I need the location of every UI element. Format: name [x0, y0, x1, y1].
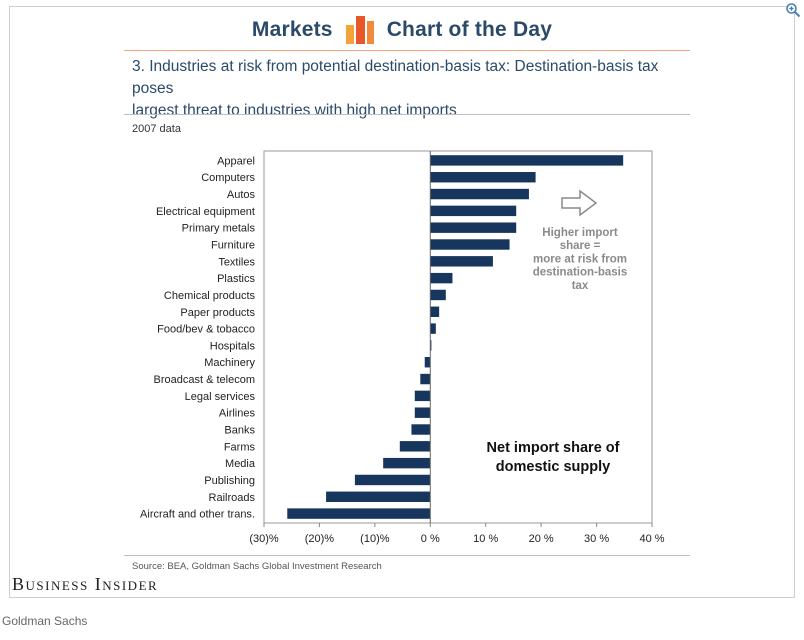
category-label-11: Hospitals [210, 340, 256, 352]
category-label-21: Aircraft and other trans. [140, 509, 255, 521]
x-tick-label-6: 30 % [584, 533, 609, 545]
plot-area [263, 150, 653, 524]
x-tick-label-5: 20 % [529, 533, 554, 545]
bar-chart: Apparel Computers Autos Electrical equipmen… [140, 150, 665, 545]
category-label-6: Textiles [218, 256, 255, 268]
bar-10 [430, 323, 436, 334]
bar-18 [383, 457, 431, 469]
bar-13 [420, 373, 431, 385]
x-tick-label-0: (30)% [249, 533, 279, 545]
right-arrow-icon [561, 189, 598, 217]
bar-19 [354, 474, 431, 486]
bar-21 [287, 508, 431, 519]
bar-1 [430, 172, 536, 183]
bar-chart-logo-icon [345, 16, 374, 44]
annotation-risk-line-0: Higher import [542, 227, 618, 239]
header-left-word: Markets [251, 18, 333, 41]
x-tick-label-4: 10 % [473, 533, 498, 545]
category-label-2: Autos [227, 189, 256, 201]
bar-16 [411, 424, 431, 435]
bar-4 [430, 222, 517, 233]
markets-header: Markets Chart of the Day [0, 14, 804, 46]
business-insider-logo: Business Insider [12, 574, 159, 594]
category-label-15: Airlines [219, 408, 256, 420]
category-label-12: Machinery [204, 357, 255, 369]
category-label-20: Railroads [209, 492, 256, 504]
category-label-14: Legal services [185, 391, 256, 403]
x-tick-label-3: 0 % [421, 533, 440, 545]
image-credit: Goldman Sachs [2, 614, 88, 628]
footer-divider [124, 555, 690, 556]
bar-20 [326, 491, 431, 502]
zoom-icon[interactable] [785, 2, 801, 18]
category-label-4: Primary metals [182, 223, 256, 235]
data-year-label: 2007 data [132, 123, 181, 135]
annotation-risk-line-1: share = [560, 240, 601, 252]
category-label-1: Computers [201, 172, 255, 184]
bar-0 [430, 155, 624, 166]
x-tick-label-7: 40 % [639, 533, 664, 545]
category-label-8: Chemical products [164, 290, 256, 302]
annotation-risk-line-4: tax [572, 280, 589, 292]
bar-15 [414, 407, 431, 418]
category-label-9: Paper products [180, 307, 255, 319]
bar-8 [430, 289, 446, 301]
bar-17 [399, 441, 431, 452]
category-label-19: Publishing [204, 475, 255, 487]
bar-14 [414, 390, 431, 402]
header-right-word: Chart of the Day [386, 18, 553, 41]
bar-5 [430, 239, 510, 250]
category-label-18: Media [225, 458, 256, 470]
bar-12 [424, 357, 431, 368]
bar-6 [430, 256, 493, 267]
bar-7 [430, 272, 453, 284]
bar-11 [430, 340, 432, 351]
category-label-0: Apparel [217, 155, 255, 167]
category-label-3: Electrical equipment [156, 206, 255, 218]
x-tick-label-2: (10)% [360, 533, 390, 545]
bar-3 [430, 205, 517, 217]
header-divider [124, 50, 690, 51]
bar-2 [430, 188, 529, 200]
annotation-measure-line-1: domestic supply [496, 459, 610, 475]
category-label-5: Furniture [211, 240, 255, 252]
category-label-7: Plastics [217, 273, 255, 285]
annotation-risk-line-2: more at risk from [533, 253, 627, 265]
x-tick-label-1: (20)% [305, 533, 335, 545]
category-label-17: Farms [224, 441, 256, 453]
title-divider [124, 114, 690, 115]
source-note: Source: BEA, Goldman Sachs Global Invest… [132, 561, 382, 572]
category-label-10: Food/bev & tobacco [157, 324, 255, 336]
category-label-13: Broadcast & telecom [154, 374, 256, 386]
bar-9 [430, 306, 440, 317]
annotation-risk-line-3: destination-basis [533, 267, 628, 279]
annotation-measure-line-0: Net import share of [487, 440, 620, 456]
chart-title-line-1: 3. Industries at risk from potential des… [132, 58, 659, 97]
category-label-16: Banks [224, 425, 255, 437]
